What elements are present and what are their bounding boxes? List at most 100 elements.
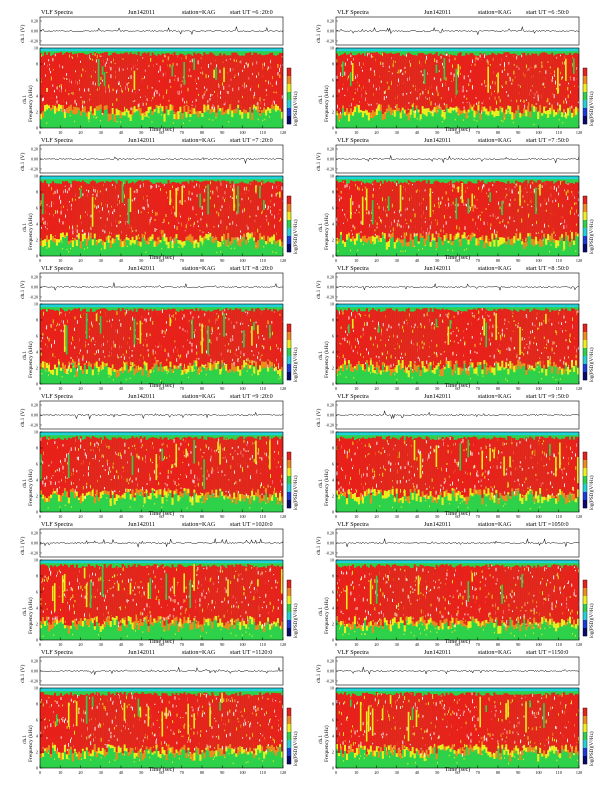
colorbar-segment — [287, 348, 291, 357]
y-axis-channel-label: ch.1 — [22, 223, 28, 232]
y-tick-label: 8 — [332, 446, 334, 451]
y-tick-label: 4 — [36, 350, 39, 355]
x-tick-label: 0 — [335, 514, 337, 519]
y-tick-label: 10 — [34, 686, 38, 691]
x-tick-label: 80 — [496, 386, 500, 391]
waveform-tick-label: 0.20 — [31, 403, 38, 408]
station-label: station=KAG — [478, 649, 512, 656]
x-tick-label: 100 — [535, 514, 541, 519]
waveform-ylabel: ch.1 (V) — [19, 153, 26, 171]
colorbar-segment — [583, 364, 587, 373]
waveform-tick-label: 0.00 — [327, 157, 334, 162]
x-tick-label: 100 — [239, 258, 245, 263]
waveform-frame — [39, 400, 284, 430]
y-tick-label: 0 — [36, 766, 38, 771]
colorbar-segment — [583, 612, 587, 621]
colorbar-frame — [582, 451, 588, 509]
colorbar-frame — [286, 323, 292, 381]
x-tick-label: 70 — [476, 770, 480, 775]
y-tick-label: 6 — [36, 462, 38, 467]
colorbar-segment — [287, 724, 291, 733]
colorbar-segment — [583, 628, 587, 637]
waveform-tick-label: 0.20 — [327, 531, 334, 536]
colorbar-label: log(PSD)(V²/Hz) — [589, 91, 595, 126]
x-tick-label: 90 — [516, 770, 520, 775]
y-axis-channel-label: ch.1 — [22, 95, 28, 104]
x-tick-label: 20 — [78, 514, 82, 519]
date-label: Jun142011 — [128, 393, 155, 400]
x-tick-label: 50 — [139, 386, 143, 391]
x-tick-label: 120 — [280, 642, 286, 647]
waveform-tick-label: -0.20 — [326, 679, 334, 684]
x-tick-label: 80 — [496, 130, 500, 135]
station-label: station=KAG — [182, 521, 216, 528]
colorbar-segment — [583, 332, 587, 341]
colorbar-segment — [287, 92, 291, 101]
x-tick-label: 30 — [395, 386, 399, 391]
station-label: station=KAG — [478, 137, 512, 144]
y-tick-label: 6 — [332, 718, 334, 723]
waveform-tick-label: -0.20 — [30, 295, 38, 300]
station-label: station=KAG — [182, 649, 216, 656]
x-tick-label: 30 — [99, 258, 103, 263]
y-tick-label: 4 — [36, 734, 39, 739]
colorbar-segment — [287, 228, 291, 237]
waveform-tick-label: -0.20 — [326, 551, 334, 556]
x-tick-label: 30 — [395, 258, 399, 263]
spectra-chart: VLF Spectra Jun142011 station=KAG start UT … — [315, 9, 595, 135]
waveform-tick-label: -0.20 — [30, 39, 38, 44]
y-axis-label: Frequency (kHz) — [27, 341, 34, 378]
y-tick-label: 0 — [36, 254, 38, 259]
colorbar-segment — [287, 244, 291, 253]
y-tick-label: 4 — [36, 478, 39, 483]
x-tick-label: 20 — [78, 642, 82, 647]
x-axis-label: Time (sec) — [149, 126, 175, 133]
waveform-tick-label: 0.00 — [31, 541, 38, 546]
colorbar-frame — [286, 707, 292, 765]
colorbar-label: log(PSD)(V²/Hz) — [589, 475, 595, 510]
colorbar-segment — [583, 236, 587, 245]
colorbar-frame — [582, 323, 588, 381]
spectra-panel: VLF Spectra Jun142011 station=KAG start UT … — [304, 136, 595, 263]
colorbar-frame — [582, 707, 588, 765]
spectra-panel: VLF Spectra Jun142011 station=KAG start UT … — [8, 648, 299, 775]
chart-title: VLF Spectra — [337, 9, 369, 16]
colorbar-segment — [583, 84, 587, 93]
y-tick-label: 6 — [36, 718, 38, 723]
y-axis-channel-label: ch.1 — [318, 735, 324, 744]
spectrogram-image — [336, 304, 580, 384]
x-tick-label: 40 — [415, 770, 419, 775]
x-tick-label: 60 — [159, 770, 163, 775]
y-tick-label: 6 — [36, 206, 38, 211]
x-tick-label: 30 — [99, 386, 103, 391]
x-tick-label: 70 — [476, 514, 480, 519]
date-label: Jun142011 — [424, 649, 451, 656]
spectra-panel: VLF Spectra Jun142011 station=KAG start UT … — [8, 136, 299, 263]
waveform-ylabel: ch.1 (V) — [315, 25, 322, 43]
x-tick-label: 40 — [415, 386, 419, 391]
x-tick-label: 60 — [159, 642, 163, 647]
colorbar-segment — [287, 100, 291, 109]
colorbar-segment — [583, 100, 587, 109]
waveform-tick-label: 0.00 — [327, 669, 334, 674]
y-tick-label: 10 — [330, 302, 334, 307]
x-tick-label: 20 — [374, 258, 378, 263]
colorbar-segment — [287, 76, 291, 85]
x-tick-label: 50 — [435, 514, 439, 519]
x-tick-label: 80 — [496, 770, 500, 775]
y-tick-label: 4 — [36, 222, 39, 227]
colorbar-segment — [287, 68, 291, 77]
x-tick-label: 120 — [576, 386, 582, 391]
spectra-chart: VLF Spectra Jun142011 station=KAG start UT … — [19, 9, 299, 135]
colorbar-segment — [583, 244, 587, 253]
y-tick-label: 4 — [36, 94, 39, 99]
x-tick-label: 40 — [415, 642, 419, 647]
y-tick-label: 2 — [36, 622, 38, 627]
spectra-chart: VLF Spectra Jun142011 station=KAG start UT … — [315, 649, 595, 775]
colorbar-segment — [287, 196, 291, 205]
x-tick-label: 100 — [535, 386, 541, 391]
x-tick-label: 120 — [280, 770, 286, 775]
colorbar-label: log(PSD)(V²/Hz) — [293, 603, 299, 638]
spectra-panel: VLF Spectra Jun142011 station=KAG start UT … — [8, 264, 299, 391]
colorbar-segment — [583, 708, 587, 717]
